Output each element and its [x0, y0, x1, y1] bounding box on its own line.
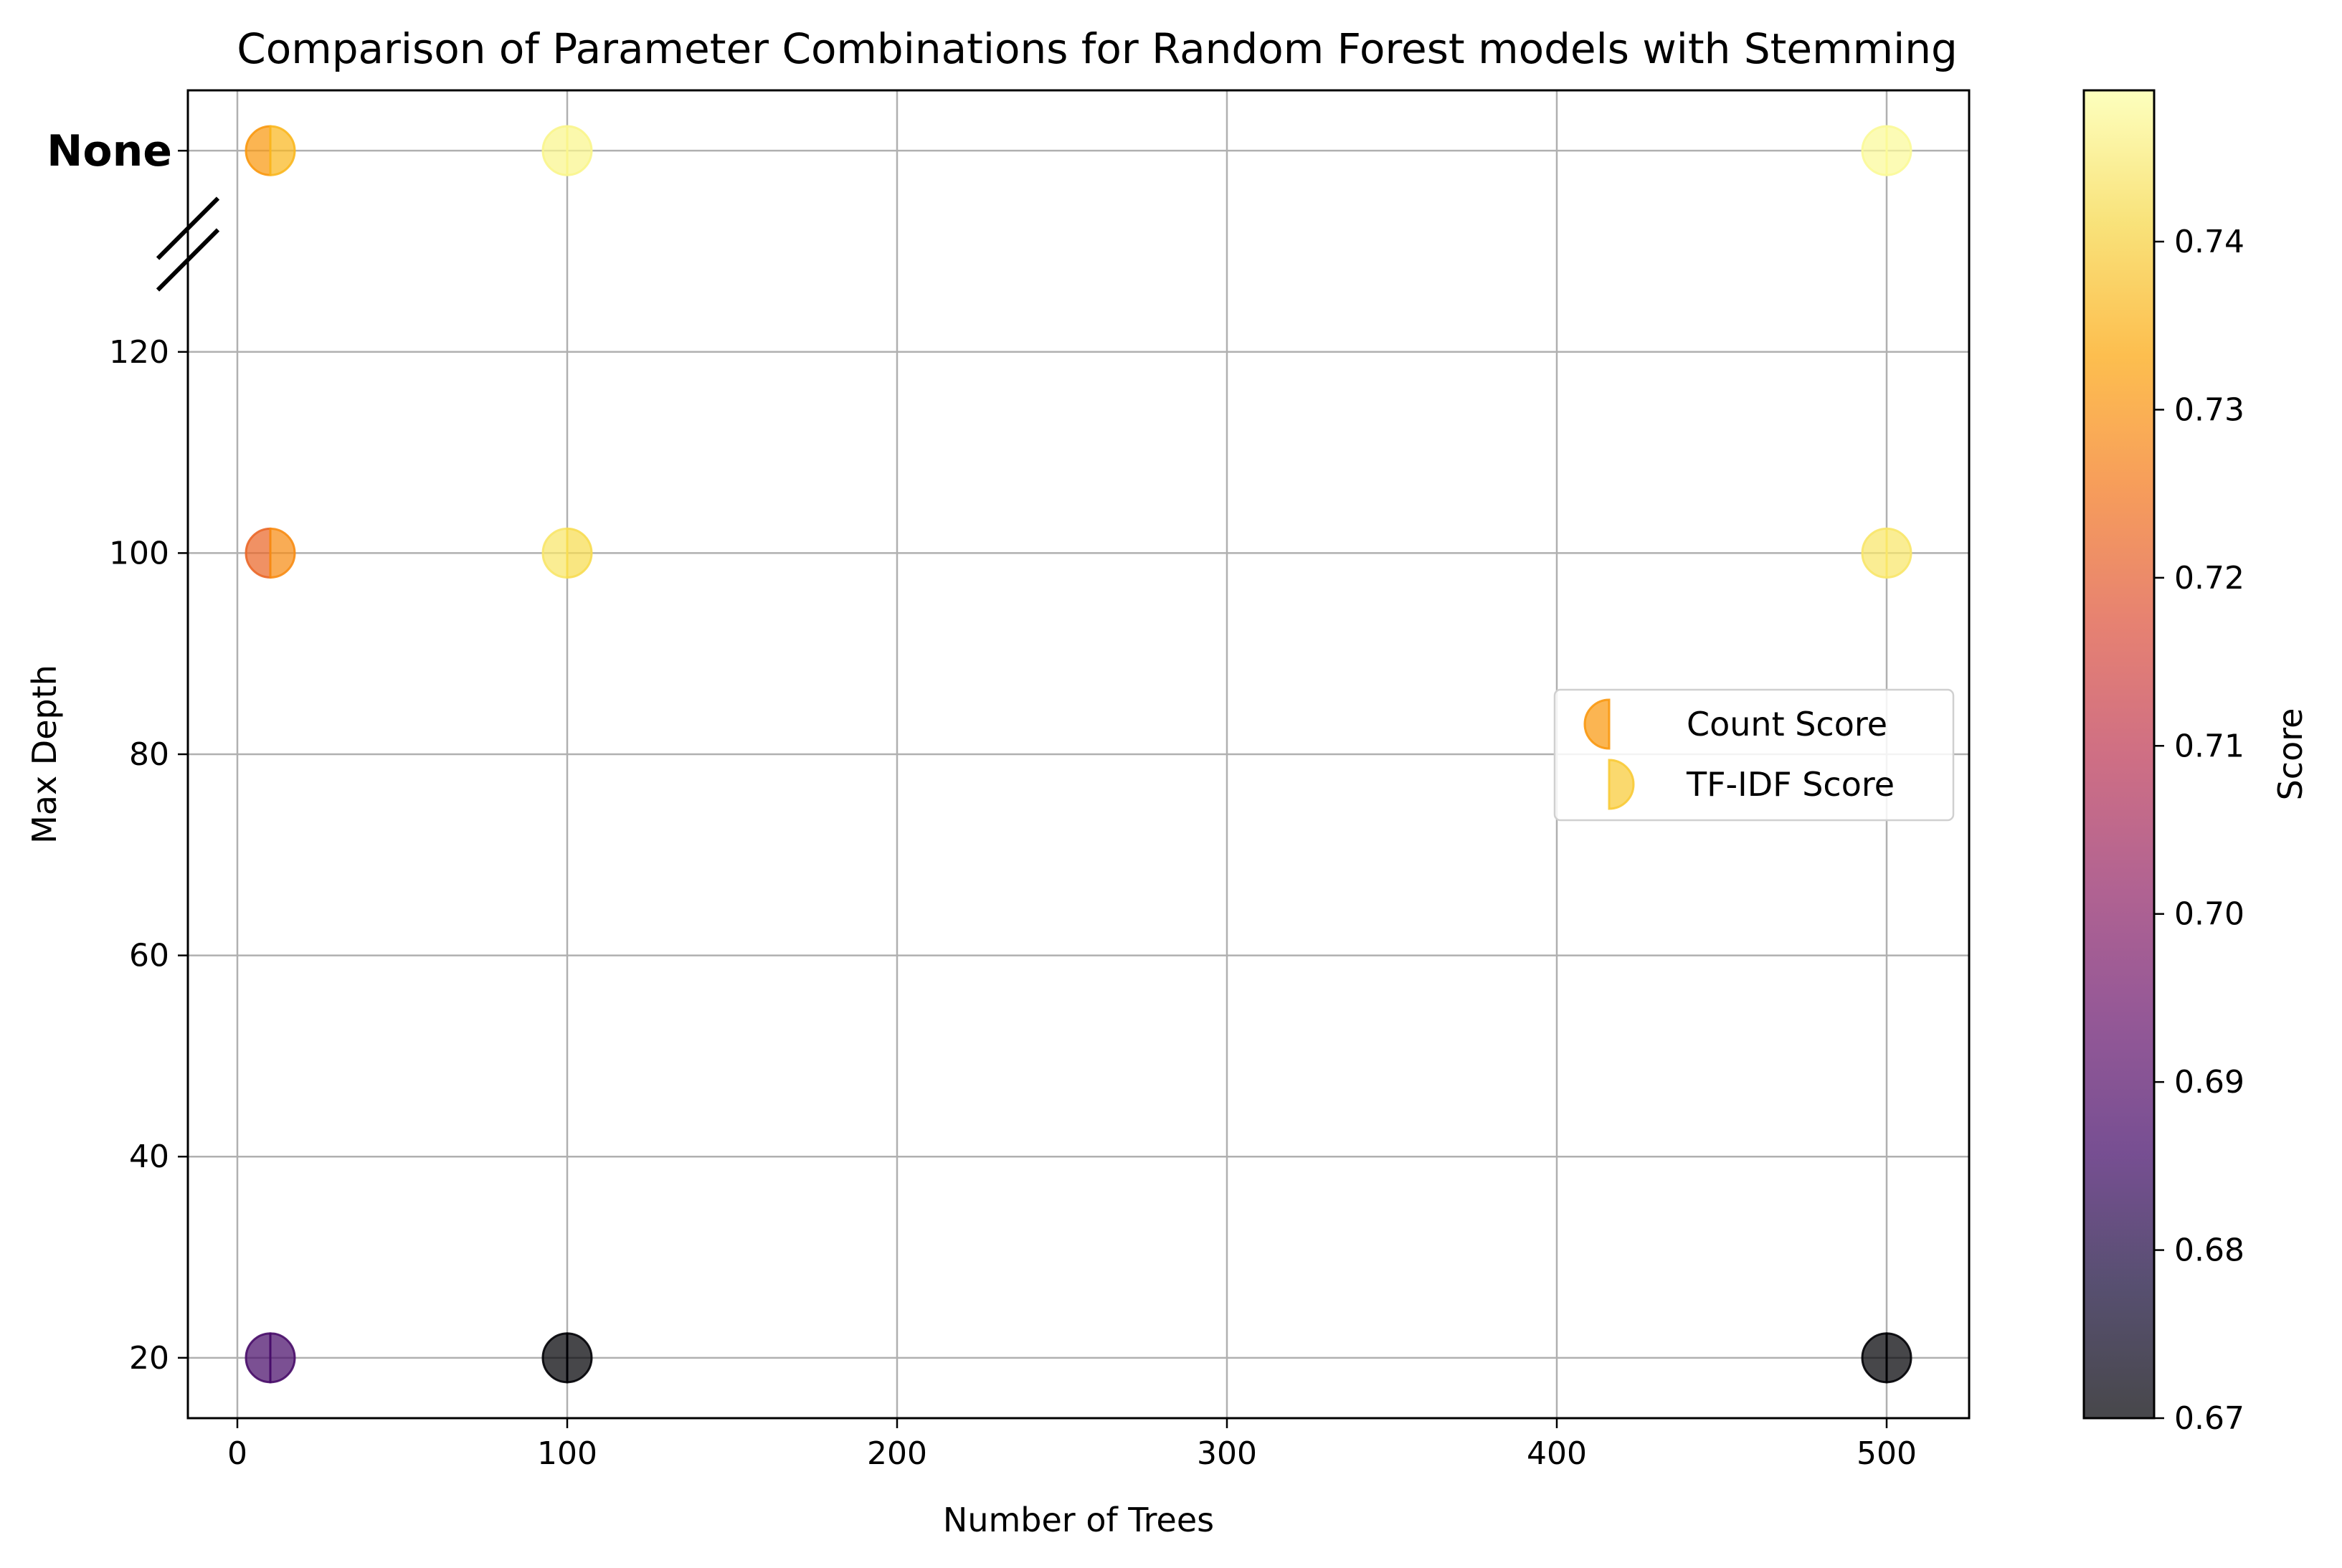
- axis-break-line: [156, 196, 220, 260]
- colorbar-tick-label: 0.72: [2174, 560, 2244, 597]
- tfidf-score-point: [269, 527, 296, 579]
- x-tick-label: 300: [1197, 1435, 1257, 1472]
- count-score-point: [541, 1332, 569, 1384]
- axis-break-mark: [156, 196, 220, 292]
- legend-label-tfidf: TF-IDF Score: [1686, 765, 1895, 804]
- axis-break-line: [156, 228, 220, 292]
- tfidf-score-point: [269, 125, 296, 176]
- colorbar-tick-label: 0.70: [2174, 896, 2244, 933]
- count-score-point: [245, 527, 272, 579]
- tfidf-score-point: [566, 1332, 593, 1384]
- colorbar-label: Score: [2271, 708, 2310, 801]
- x-tick-label: 500: [1857, 1435, 1917, 1472]
- colorbar: 0.67 0.68 0.69 0.70 0.71 0.72 0.73 0.74: [2082, 89, 2244, 1437]
- legend: Count Score TF-IDF Score: [1553, 688, 1955, 822]
- axis-ticks: 0 100 200 300 400 500 20 40 60 80 100 120 None: [47, 126, 1917, 1472]
- count-score-point: [541, 527, 569, 579]
- colorbar-tick-label: 0.69: [2174, 1064, 2244, 1101]
- tfidf-score-point: [566, 125, 593, 176]
- y-tick-label-none: None: [47, 126, 172, 176]
- colorbar-tick-label: 0.71: [2174, 728, 2244, 764]
- tfidf-score-point: [1885, 527, 1912, 579]
- colorbar-tick-label: 0.67: [2174, 1400, 2244, 1437]
- x-tick-label: 400: [1527, 1435, 1587, 1472]
- legend-marker-tfidf: [1608, 759, 1635, 810]
- y-tick-label: 120: [109, 334, 169, 371]
- tfidf-score-point: [1885, 1332, 1912, 1384]
- tfidf-score-point: [269, 1332, 296, 1384]
- data-points: [245, 125, 1912, 1384]
- x-tick-label: 200: [867, 1435, 927, 1472]
- colorbar-tick-label: 0.68: [2174, 1232, 2244, 1269]
- tfidf-score-point: [566, 527, 593, 579]
- count-score-point: [245, 125, 272, 176]
- count-score-point: [1861, 125, 1888, 176]
- y-tick-label: 40: [129, 1139, 169, 1175]
- y-tick-label: 80: [129, 736, 169, 773]
- x-axis-label: Number of Trees: [943, 1501, 1214, 1539]
- colorbar-tick-label: 0.73: [2174, 391, 2244, 428]
- y-tick-label: 60: [129, 938, 169, 974]
- y-axis-label: Max Depth: [25, 665, 64, 844]
- count-score-point: [1861, 527, 1888, 579]
- legend-label-count: Count Score: [1687, 705, 1887, 743]
- count-score-point: [245, 1332, 272, 1384]
- tfidf-score-point: [1885, 125, 1912, 176]
- colorbar-tick-label: 0.74: [2174, 224, 2244, 260]
- count-score-point: [541, 125, 569, 176]
- colorbar-gradient: [2084, 90, 2154, 1418]
- x-tick-label: 0: [227, 1435, 247, 1472]
- y-tick-label: 20: [129, 1340, 169, 1377]
- legend-marker-count: [1583, 698, 1611, 750]
- x-tick-label: 100: [537, 1435, 597, 1472]
- chart-title: Comparison of Parameter Combinations for…: [237, 24, 1958, 73]
- colorbar-frame: [2082, 89, 2156, 1420]
- legend-box: [1553, 688, 1955, 822]
- count-score-point: [1861, 1332, 1888, 1384]
- y-tick-label: 100: [109, 535, 169, 571]
